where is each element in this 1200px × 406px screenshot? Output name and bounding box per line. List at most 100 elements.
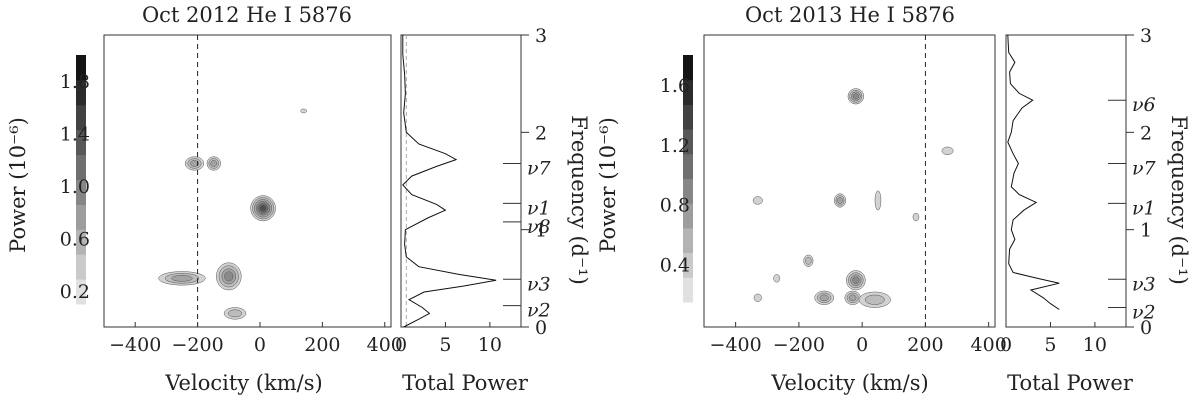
total-power-tick-label: 10 xyxy=(1083,334,1107,356)
power-contour xyxy=(852,93,859,100)
velocity-tick-label: −400 xyxy=(109,334,161,356)
velocity-tick-label: −200 xyxy=(773,334,825,356)
power-contour xyxy=(819,294,829,302)
power-tick-label: 1.0 xyxy=(60,176,90,198)
total-power-tick-label: 5 xyxy=(439,334,451,356)
total-power-axis-title: Total Power xyxy=(1007,371,1134,395)
power-contour xyxy=(852,276,860,284)
total-power-tick-label: 10 xyxy=(478,334,502,356)
colorbar-block xyxy=(76,204,86,230)
plot-frame xyxy=(703,34,996,328)
colorbar-block xyxy=(76,79,86,106)
power-contour xyxy=(941,146,954,155)
power-tick-label: 0.4 xyxy=(660,255,690,277)
colorbar-block xyxy=(683,227,693,254)
power-contour xyxy=(874,190,882,211)
frequency-tick-label: 3 xyxy=(1140,25,1152,47)
frequency-tick-label: 0 xyxy=(1140,317,1152,339)
mode-label: ν2 xyxy=(1132,302,1156,324)
mode-label: ν3 xyxy=(527,273,551,295)
velocity-tick-label: −400 xyxy=(710,334,762,356)
power-contour xyxy=(171,275,193,282)
frequency-axis-title: Frequency (d⁻¹) xyxy=(567,115,591,285)
mode-label: ν2 xyxy=(527,300,551,322)
side-panel-frame xyxy=(400,34,522,328)
power-contour xyxy=(773,274,781,283)
colorbar-block xyxy=(683,153,693,179)
colorbar-block xyxy=(76,55,86,81)
colorbar-block xyxy=(683,203,693,229)
total-power-profile xyxy=(1007,34,1060,310)
mode-label: ν8 xyxy=(527,216,551,238)
power-contour xyxy=(864,294,885,305)
velocity-axis-title: Velocity (km/s) xyxy=(770,371,928,395)
power-contour xyxy=(805,256,812,265)
power-contour xyxy=(848,294,857,302)
power-contour xyxy=(752,196,763,205)
total-power-tick-label: 5 xyxy=(1044,334,1056,356)
mode-label: ν7 xyxy=(1132,157,1157,179)
mode-label: ν1 xyxy=(1132,197,1156,219)
velocity-tick-label: 0 xyxy=(254,334,266,356)
power-tick-label: 1.4 xyxy=(60,124,90,146)
power-contour xyxy=(837,197,843,204)
power-tick-label: 0.2 xyxy=(60,281,90,303)
velocity-tick-label: −200 xyxy=(171,334,223,356)
power-tick-label: 0.6 xyxy=(60,228,90,250)
power-contour xyxy=(210,160,218,167)
colorbar-block xyxy=(683,277,693,303)
colorbar-block xyxy=(683,104,693,130)
colorbar-block xyxy=(683,129,693,155)
total-power-tick-label: 0 xyxy=(395,334,407,356)
power-contour xyxy=(190,160,199,167)
frequency-axis-title: Frequency (d⁻¹) xyxy=(1167,115,1191,285)
colorbar-block xyxy=(683,55,693,81)
velocity-tick-label: 400 xyxy=(971,334,1007,356)
velocity-tick-label: 0 xyxy=(856,334,868,356)
frequency-tick-label: 0 xyxy=(535,317,547,339)
frequency-tick-label: 1 xyxy=(535,220,547,242)
power-axis-title: Power (10⁻⁶) xyxy=(6,117,30,253)
power-contour xyxy=(259,204,267,212)
colorbar-block xyxy=(76,279,86,305)
side-panel-frame xyxy=(1005,34,1127,328)
power-contour xyxy=(753,293,762,302)
power-contour xyxy=(224,271,234,282)
power-tick-label: 1.6 xyxy=(660,75,690,97)
plot-frame xyxy=(103,34,392,328)
velocity-tick-label: 200 xyxy=(304,334,340,356)
mode-label: ν3 xyxy=(1132,273,1156,295)
total-power-tick-label: 0 xyxy=(1000,334,1012,356)
colorbar-block xyxy=(76,179,86,205)
colorbar-block xyxy=(76,254,86,280)
colorbar-block xyxy=(76,129,86,156)
power-axis-title: Power (10⁻⁶) xyxy=(596,117,620,253)
power-contour xyxy=(228,309,242,318)
colorbar-block xyxy=(683,178,693,204)
mode-label: ν1 xyxy=(527,197,551,219)
power-contour xyxy=(300,108,307,114)
panel-title: Oct 2013 He I 5876 xyxy=(745,3,955,27)
power-tick-label: 0.8 xyxy=(660,195,690,217)
power-tick-label: 1.2 xyxy=(660,135,690,157)
colorbar-block xyxy=(76,154,86,180)
velocity-tick-label: 400 xyxy=(367,334,403,356)
colorbar-block xyxy=(76,104,86,131)
colorbar-block xyxy=(76,229,86,255)
frequency-tick-label: 2 xyxy=(535,122,547,144)
colorbar-block xyxy=(683,252,693,278)
total-power-profile xyxy=(402,35,497,328)
colorbar-block xyxy=(683,79,693,105)
total-power-axis-title: Total Power xyxy=(402,371,529,395)
frequency-tick-label: 3 xyxy=(535,25,547,47)
velocity-tick-label: 200 xyxy=(907,334,943,356)
mode-label: ν7 xyxy=(527,157,552,179)
power-tick-label: 1.8 xyxy=(60,71,90,93)
frequency-tick-label: 1 xyxy=(1140,220,1152,242)
frequency-tick-label: 2 xyxy=(1140,122,1152,144)
power-contour xyxy=(912,212,920,222)
mode-label: ν6 xyxy=(1132,94,1156,116)
velocity-axis-title: Velocity (km/s) xyxy=(164,371,322,395)
panel-title: Oct 2012 He I 5876 xyxy=(142,3,352,27)
